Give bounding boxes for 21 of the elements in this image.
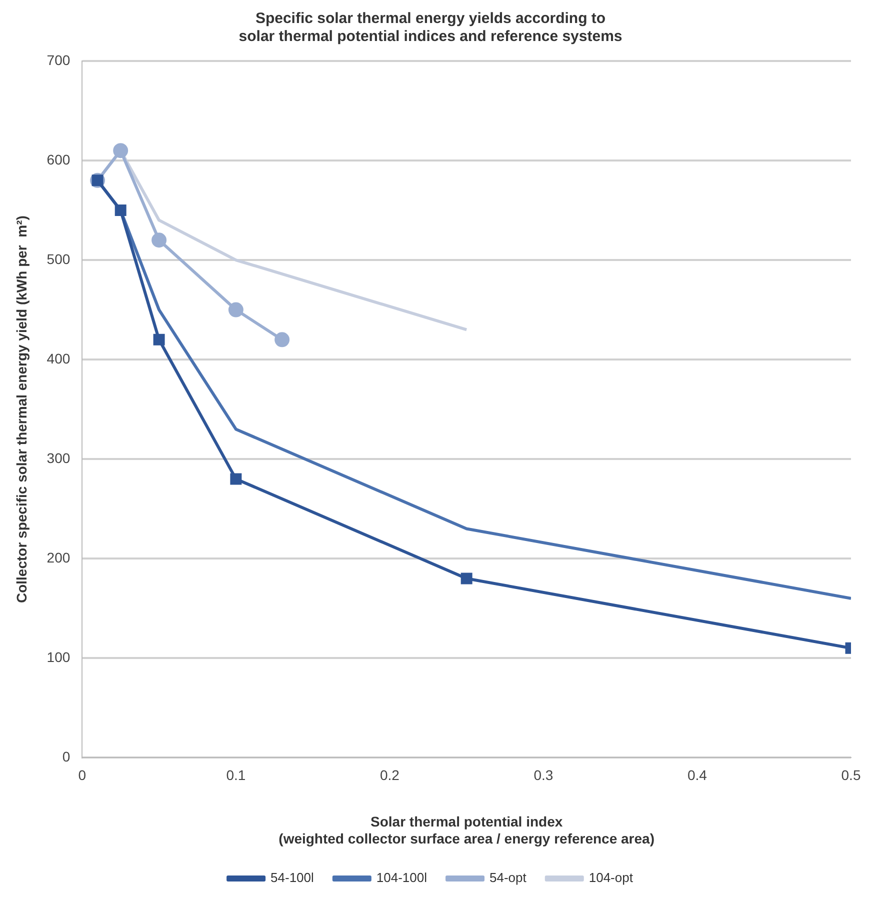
y-tick-label: 300 <box>46 450 70 466</box>
y-tick-label: 100 <box>46 648 70 665</box>
x-axis-title: Solar thermal potential index (weighted collector surface area / energy reference area) <box>278 814 654 846</box>
y-tick-label: 500 <box>46 250 70 267</box>
y-tick-label: 200 <box>46 549 70 566</box>
x-tick-label: 0.5 <box>841 766 861 783</box>
y-tick-label: 600 <box>46 151 70 168</box>
y-tick-label: 400 <box>46 350 70 366</box>
legend-label: 54-opt <box>490 870 527 886</box>
x-tick-label: 0 <box>78 766 86 783</box>
y-tick-label: 700 <box>46 52 70 68</box>
legend-label: 54-100l <box>270 870 314 886</box>
x-tick-label: 0.2 <box>380 766 400 783</box>
y-tick-label: 0 <box>62 748 70 764</box>
x-tick-label: 0.1 <box>226 766 246 783</box>
legend-label: 104-100l <box>376 870 428 886</box>
chart-title: Specific solar thermal energy yields according to solar thermal potential indices and reference systems <box>238 10 622 46</box>
x-tick-label: 0.3 <box>534 766 554 783</box>
legend-label: 104-opt <box>588 870 634 886</box>
y-axis-title: Collector specific solar thermal energy yield (kWh per m²) <box>13 216 30 604</box>
x-tick-label: 0.4 <box>687 766 708 783</box>
